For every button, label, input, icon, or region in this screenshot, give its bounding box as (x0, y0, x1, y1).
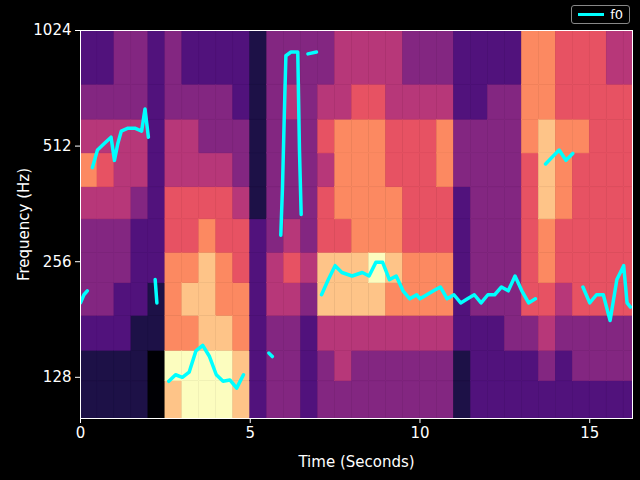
html-text:f0: f0 (610, 7, 623, 22)
svg-text:0: 0 (76, 424, 86, 442)
svg-text:15: 15 (580, 424, 599, 442)
svg-text:128: 128 (43, 368, 72, 386)
svg-text:Time (Seconds): Time (Seconds) (297, 453, 414, 471)
svg-text:5: 5 (245, 424, 255, 442)
svg-text:512: 512 (43, 137, 72, 155)
svg-text:10: 10 (410, 424, 429, 442)
svg-text:1024: 1024 (33, 21, 71, 39)
svg-text:256: 256 (43, 253, 72, 271)
svg-text:Frequency (Hz): Frequency (Hz) (15, 168, 33, 281)
